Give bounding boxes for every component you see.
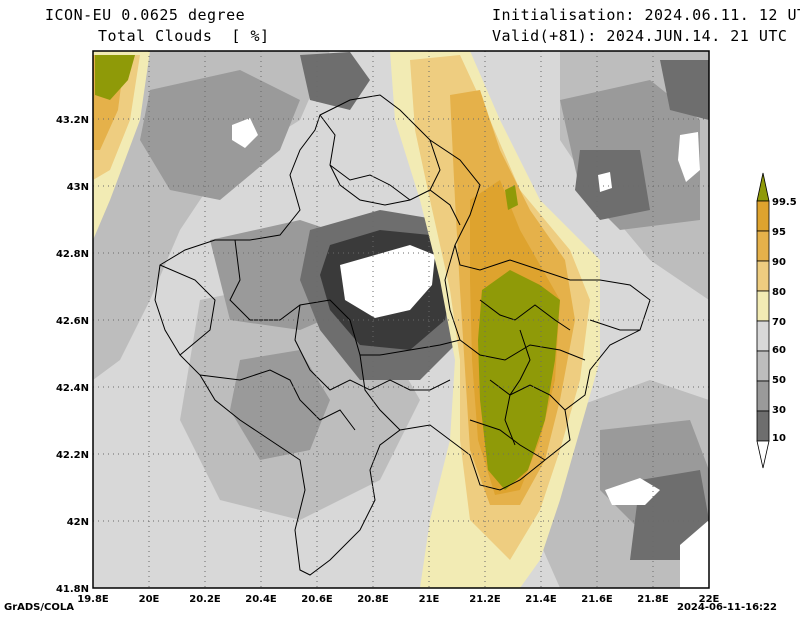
colorbar-label: 30	[772, 405, 786, 416]
lon-axis: 19.8E 20E 20.2E 20.4E 20.6E 20.8E 21E 21…	[77, 594, 719, 605]
colorbar-label: 95	[772, 227, 786, 238]
lon-label: 20.8E	[357, 594, 389, 605]
lon-label: 20.2E	[189, 594, 221, 605]
lat-label: 42.6N	[56, 316, 89, 327]
lon-label: 20E	[139, 594, 160, 605]
lon-label: 20.4E	[245, 594, 277, 605]
lon-label: 22E	[699, 594, 720, 605]
colorbar-label: 60	[772, 345, 786, 356]
lon-label: 21E	[419, 594, 440, 605]
lat-axis: 43.2N 43N 42.8N 42.6N 42.4N 42.2N 42N 41…	[56, 115, 89, 595]
cloud-field	[93, 51, 709, 588]
colorbar-label: 10	[772, 433, 786, 444]
map-frame	[92, 50, 710, 589]
lat-label: 42N	[67, 517, 89, 528]
footer-credit: GrADS/COLA	[4, 602, 74, 613]
lon-label: 21.6E	[581, 594, 613, 605]
colorbar-label: 99.5	[772, 197, 797, 208]
lat-label: 43N	[67, 182, 89, 193]
colorbar-label: 80	[772, 287, 786, 298]
colorbar-label: 50	[772, 375, 786, 386]
lon-label: 21.4E	[525, 594, 557, 605]
lon-label: 20.6E	[301, 594, 333, 605]
init-time: Initialisation: 2024.06.11. 12 UTC	[492, 6, 800, 24]
lat-label: 42.8N	[56, 249, 89, 260]
model-title: ICON-EU 0.0625 degree	[45, 6, 246, 24]
colorbar	[756, 172, 770, 469]
lat-label: 43.2N	[56, 115, 89, 126]
variable-title: Total Clouds [ %]	[98, 27, 270, 45]
colorbar-label: 90	[772, 257, 786, 268]
lat-label: 42.2N	[56, 450, 89, 461]
lat-label: 42.4N	[56, 383, 89, 394]
border-lines	[154, 94, 651, 576]
valid-time: Valid(+81): 2024.JUN.14. 21 UTC	[492, 27, 788, 45]
footer-timestamp: 2024-06-11-16:22	[677, 602, 777, 613]
colorbar-label: 70	[772, 317, 786, 328]
lon-label: 21.8E	[637, 594, 669, 605]
lon-label: 19.8E	[77, 594, 109, 605]
lon-label: 21.2E	[469, 594, 501, 605]
lat-label: 41.8N	[56, 584, 89, 595]
colorbar-labels: 99.5 95 90 80 70 60 50 30 10	[772, 197, 797, 444]
